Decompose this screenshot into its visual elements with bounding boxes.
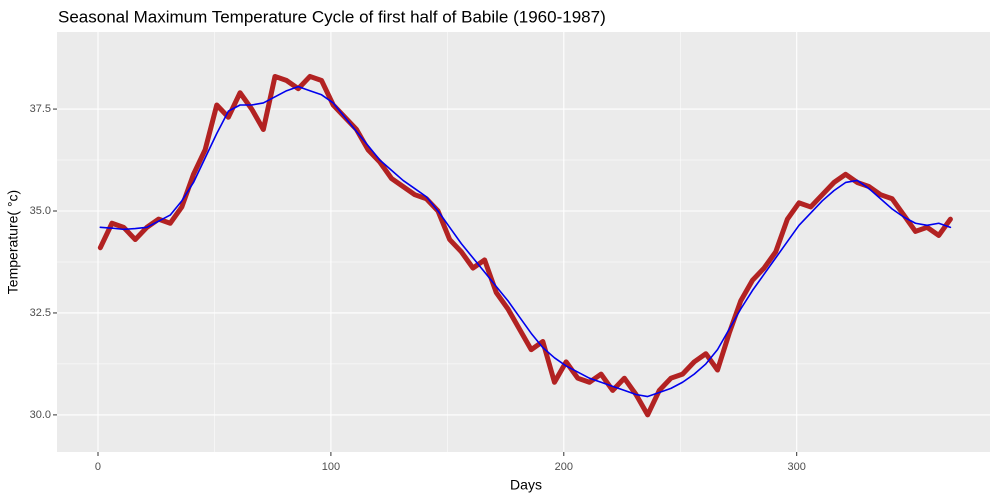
y-tick-label: 35.0 xyxy=(30,205,51,217)
series-line xyxy=(97,73,953,418)
y-tick-label: 30.0 xyxy=(30,409,51,421)
plot-panel xyxy=(57,32,990,452)
x-tick-label: 200 xyxy=(555,461,573,473)
chart-title: Seasonal Maximum Temperature Cycle of fi… xyxy=(58,7,606,26)
y-axis-title: Temperature( °c) xyxy=(5,190,21,294)
x-tick-label: 100 xyxy=(322,461,340,473)
x-tick-label: 300 xyxy=(788,461,806,473)
series-line xyxy=(99,85,952,398)
y-tick-label: 37.5 xyxy=(30,103,51,115)
x-tick-label: 0 xyxy=(95,461,101,473)
y-tick-label: 32.5 xyxy=(30,307,51,319)
x-axis-title: Days xyxy=(510,477,542,493)
